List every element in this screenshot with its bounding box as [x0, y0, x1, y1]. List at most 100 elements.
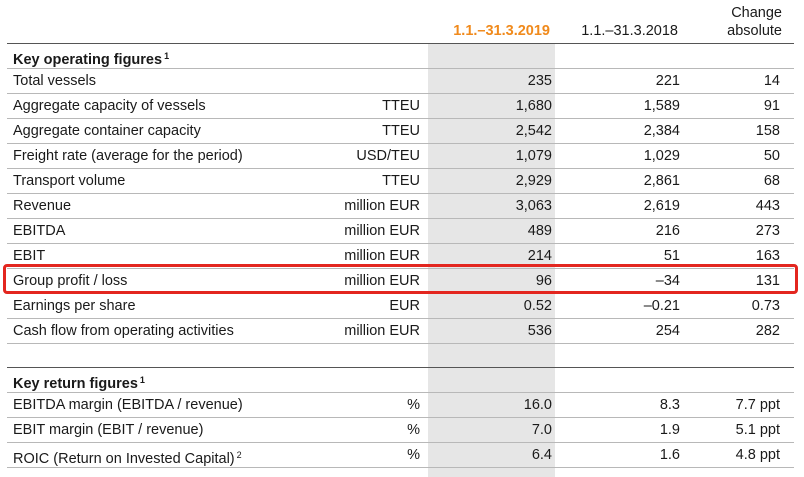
- value-change: 163: [755, 248, 780, 264]
- row-label-text: EBITDA margin (EBITDA / revenue): [13, 397, 243, 413]
- table-row: EBIT margin (EBIT / revenue)% 7.0 1.9 5.1 p…: [7, 418, 794, 443]
- table-header: 1.1.–31.3.2019 1.1.–31.3.2018 Change abs…: [0, 0, 804, 44]
- row-label: EBITDA: [13, 223, 65, 240]
- value-change: 50: [763, 148, 780, 164]
- section-key-operating-figures: Key operating figures 1: [7, 44, 794, 69]
- row-label: Group profit / loss: [13, 273, 127, 290]
- row-unit: million EUR: [344, 198, 420, 214]
- value-2019: 3,063: [515, 198, 552, 214]
- row-unit: EUR: [389, 298, 420, 314]
- header-current-period: 1.1.–31.3.2019: [453, 23, 550, 39]
- table-row: EBITDA million EUR 489 216 273: [7, 219, 794, 244]
- value-2018: 2,619: [643, 198, 680, 214]
- section-title-text: Key return figures: [13, 376, 138, 392]
- value-change: 4.8 ppt: [735, 447, 780, 463]
- value-change: 158: [755, 123, 780, 139]
- table-row: Earnings per share EUR 0.52 –0.21 0.73: [7, 294, 794, 319]
- value-change: 273: [755, 223, 780, 239]
- row-label-text: EBIT margin (EBIT / revenue): [13, 422, 204, 438]
- row-label: Total vessels: [13, 73, 96, 90]
- header-previous-period: 1.1.–31.3.2018: [581, 23, 678, 39]
- footnote-marker: 1: [164, 51, 170, 61]
- row-label-text: EBITDA: [13, 223, 66, 239]
- row-unit: %: [407, 397, 420, 413]
- value-change: 443: [755, 198, 780, 214]
- value-2018: 51: [663, 248, 680, 264]
- table-row: Total vessels 235 221 14: [7, 69, 794, 94]
- table-row: EBITDA margin (EBITDA / revenue)% 16.0 8.3…: [7, 393, 794, 418]
- row-label: Cash flow from operating activities: [13, 323, 234, 340]
- row-label: Aggregate container capacity: [13, 123, 201, 140]
- table-row: ROIC (Return on Invested Capital) 2% 6.4 1.…: [7, 443, 794, 468]
- row-label-text: EBIT: [13, 248, 46, 264]
- value-2019: 16.0: [523, 397, 552, 413]
- row-label-text: Cash flow from operating activities: [13, 323, 234, 339]
- row-unit: million EUR: [344, 248, 420, 264]
- value-2018: 2,861: [643, 173, 680, 189]
- row-label: Earnings per share: [13, 298, 136, 315]
- row-label-text: Total vessels: [13, 73, 97, 89]
- row-unit: %: [407, 447, 420, 463]
- row-unit: USD/TEU: [356, 148, 420, 164]
- row-label-text: Earnings per share: [13, 298, 136, 314]
- row-label: EBITDA margin (EBITDA / revenue): [13, 397, 243, 414]
- row-label: Freight rate (average for the period): [13, 148, 243, 165]
- table-row: Aggregate capacity of vessels TTEU 1,680 1,…: [7, 94, 794, 119]
- row-label-text: Aggregate capacity of vessels: [13, 98, 206, 114]
- section-key-return-figures: Key return figures 1: [7, 368, 794, 393]
- row-label: Revenue: [13, 198, 71, 215]
- footnote-marker: 2: [236, 450, 242, 460]
- value-2019: 536: [527, 323, 552, 339]
- table-row: Cash flow from operating activities milli…: [7, 319, 794, 344]
- value-2018: 1.9: [659, 422, 680, 438]
- row-unit: million EUR: [344, 223, 420, 239]
- value-change: 0.73: [751, 298, 780, 314]
- value-2019: 2,929: [515, 173, 552, 189]
- highlight-box-group-profit: [3, 264, 798, 294]
- section-rule: [7, 367, 794, 368]
- row-label: EBIT margin (EBIT / revenue): [13, 422, 203, 439]
- row-unit: TTEU: [382, 123, 420, 139]
- row-unit: million EUR: [344, 273, 420, 289]
- value-2018: 2,384: [643, 123, 680, 139]
- row-label-text: Transport volume: [13, 173, 126, 189]
- value-2018: –0.21: [643, 298, 680, 314]
- table-row: Freight rate (average for the period) USD…: [7, 144, 794, 169]
- value-2019: 489: [527, 223, 552, 239]
- value-2019: 1,079: [515, 148, 552, 164]
- value-change: 5.1 ppt: [735, 422, 780, 438]
- section-title-text: Key operating figures: [13, 52, 163, 68]
- value-2018: 1.6: [659, 447, 680, 463]
- value-change: 282: [755, 323, 780, 339]
- section-title: Key operating figures 1: [13, 48, 169, 69]
- header-change-absolute: Change absolute: [727, 5, 782, 39]
- value-2018: 221: [655, 73, 680, 89]
- table-row: Aggregate container capacity TTEU 2,542 2,3…: [7, 119, 794, 144]
- value-2018: 1,589: [643, 98, 680, 114]
- value-2018: 8.3: [659, 397, 680, 413]
- row-label-text: Group profit / loss: [13, 273, 128, 289]
- section-title: Key return figures 1: [13, 372, 145, 393]
- value-change: 68: [763, 173, 780, 189]
- value-2019: 214: [527, 248, 552, 264]
- row-unit: million EUR: [344, 323, 420, 339]
- value-change: 14: [763, 73, 780, 89]
- row-unit: TTEU: [382, 173, 420, 189]
- row-label-text: Freight rate (average for the period): [13, 148, 243, 164]
- value-change: 7.7 ppt: [735, 397, 780, 413]
- table-row: Transport volume TTEU 2,929 2,861 68: [7, 169, 794, 194]
- value-2019: 7.0: [531, 422, 552, 438]
- table-row: EBIT million EUR 214 51 163: [7, 244, 794, 269]
- value-2019: 0.52: [523, 298, 552, 314]
- row-label: Aggregate capacity of vessels: [13, 98, 206, 115]
- value-2019: 6.4: [531, 447, 552, 463]
- value-2019: 2,542: [515, 123, 552, 139]
- row-label: Transport volume: [13, 173, 125, 190]
- row-label: ROIC (Return on Invested Capital) 2: [13, 447, 242, 468]
- value-change: 91: [763, 98, 780, 114]
- row-label-text: Aggregate container capacity: [13, 123, 201, 139]
- value-2018: –34: [655, 273, 680, 289]
- row-label-text: ROIC (Return on Invested Capital): [13, 451, 235, 467]
- value-2018: 1,029: [643, 148, 680, 164]
- header-rule: [7, 43, 794, 44]
